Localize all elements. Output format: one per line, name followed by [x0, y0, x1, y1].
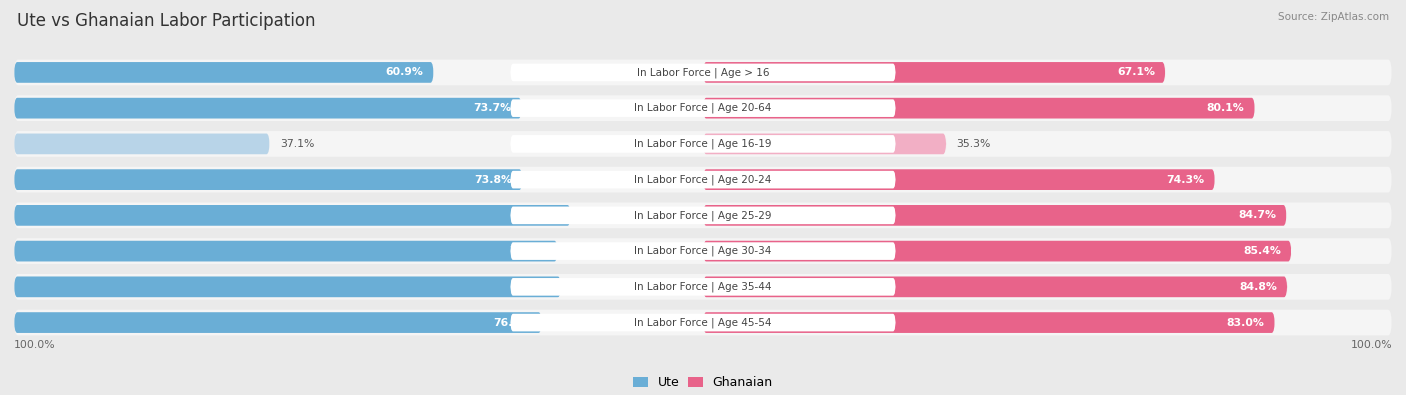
FancyBboxPatch shape: [14, 241, 558, 261]
Text: 85.4%: 85.4%: [1243, 246, 1281, 256]
FancyBboxPatch shape: [14, 169, 523, 190]
FancyBboxPatch shape: [510, 314, 896, 331]
Text: 100.0%: 100.0%: [1350, 340, 1392, 350]
FancyBboxPatch shape: [14, 238, 1392, 264]
Text: 79.4%: 79.4%: [513, 282, 551, 292]
Text: 100.0%: 100.0%: [14, 340, 56, 350]
FancyBboxPatch shape: [510, 135, 896, 153]
Text: 74.3%: 74.3%: [1167, 175, 1205, 184]
FancyBboxPatch shape: [510, 207, 896, 224]
FancyBboxPatch shape: [14, 131, 1392, 157]
Text: 67.1%: 67.1%: [1116, 68, 1154, 77]
FancyBboxPatch shape: [703, 98, 1254, 118]
Text: 73.8%: 73.8%: [474, 175, 512, 184]
FancyBboxPatch shape: [510, 64, 896, 81]
FancyBboxPatch shape: [703, 169, 1215, 190]
FancyBboxPatch shape: [510, 171, 896, 188]
Text: In Labor Force | Age 35-44: In Labor Force | Age 35-44: [634, 282, 772, 292]
FancyBboxPatch shape: [14, 274, 1392, 300]
FancyBboxPatch shape: [14, 167, 1392, 192]
Text: 80.1%: 80.1%: [1206, 103, 1244, 113]
Text: In Labor Force | Age 25-29: In Labor Force | Age 25-29: [634, 210, 772, 221]
FancyBboxPatch shape: [703, 134, 946, 154]
FancyBboxPatch shape: [510, 100, 896, 117]
Text: 84.8%: 84.8%: [1239, 282, 1277, 292]
FancyBboxPatch shape: [14, 95, 1392, 121]
FancyBboxPatch shape: [703, 241, 1291, 261]
Text: In Labor Force | Age > 16: In Labor Force | Age > 16: [637, 67, 769, 78]
FancyBboxPatch shape: [703, 312, 1275, 333]
FancyBboxPatch shape: [14, 60, 1392, 85]
Text: In Labor Force | Age 20-64: In Labor Force | Age 20-64: [634, 103, 772, 113]
Text: 84.7%: 84.7%: [1239, 211, 1277, 220]
FancyBboxPatch shape: [703, 205, 1286, 226]
FancyBboxPatch shape: [510, 242, 896, 260]
Text: 37.1%: 37.1%: [280, 139, 315, 149]
FancyBboxPatch shape: [14, 98, 522, 118]
Text: Source: ZipAtlas.com: Source: ZipAtlas.com: [1278, 12, 1389, 22]
FancyBboxPatch shape: [14, 203, 1392, 228]
Text: In Labor Force | Age 16-19: In Labor Force | Age 16-19: [634, 139, 772, 149]
Text: 73.7%: 73.7%: [474, 103, 512, 113]
Legend: Ute, Ghanaian: Ute, Ghanaian: [633, 376, 773, 389]
Text: In Labor Force | Age 45-54: In Labor Force | Age 45-54: [634, 317, 772, 328]
Text: In Labor Force | Age 20-24: In Labor Force | Age 20-24: [634, 174, 772, 185]
Text: 60.9%: 60.9%: [385, 68, 423, 77]
FancyBboxPatch shape: [14, 205, 571, 226]
FancyBboxPatch shape: [14, 310, 1392, 335]
Text: 76.6%: 76.6%: [494, 318, 531, 327]
FancyBboxPatch shape: [14, 312, 541, 333]
FancyBboxPatch shape: [14, 276, 561, 297]
FancyBboxPatch shape: [14, 62, 433, 83]
Text: 83.0%: 83.0%: [1226, 318, 1264, 327]
Text: 78.9%: 78.9%: [509, 246, 547, 256]
FancyBboxPatch shape: [703, 276, 1288, 297]
FancyBboxPatch shape: [14, 134, 270, 154]
Text: Ute vs Ghanaian Labor Participation: Ute vs Ghanaian Labor Participation: [17, 12, 315, 30]
FancyBboxPatch shape: [703, 62, 1166, 83]
Text: 80.8%: 80.8%: [523, 211, 561, 220]
Text: 35.3%: 35.3%: [956, 139, 991, 149]
Text: In Labor Force | Age 30-34: In Labor Force | Age 30-34: [634, 246, 772, 256]
FancyBboxPatch shape: [510, 278, 896, 295]
